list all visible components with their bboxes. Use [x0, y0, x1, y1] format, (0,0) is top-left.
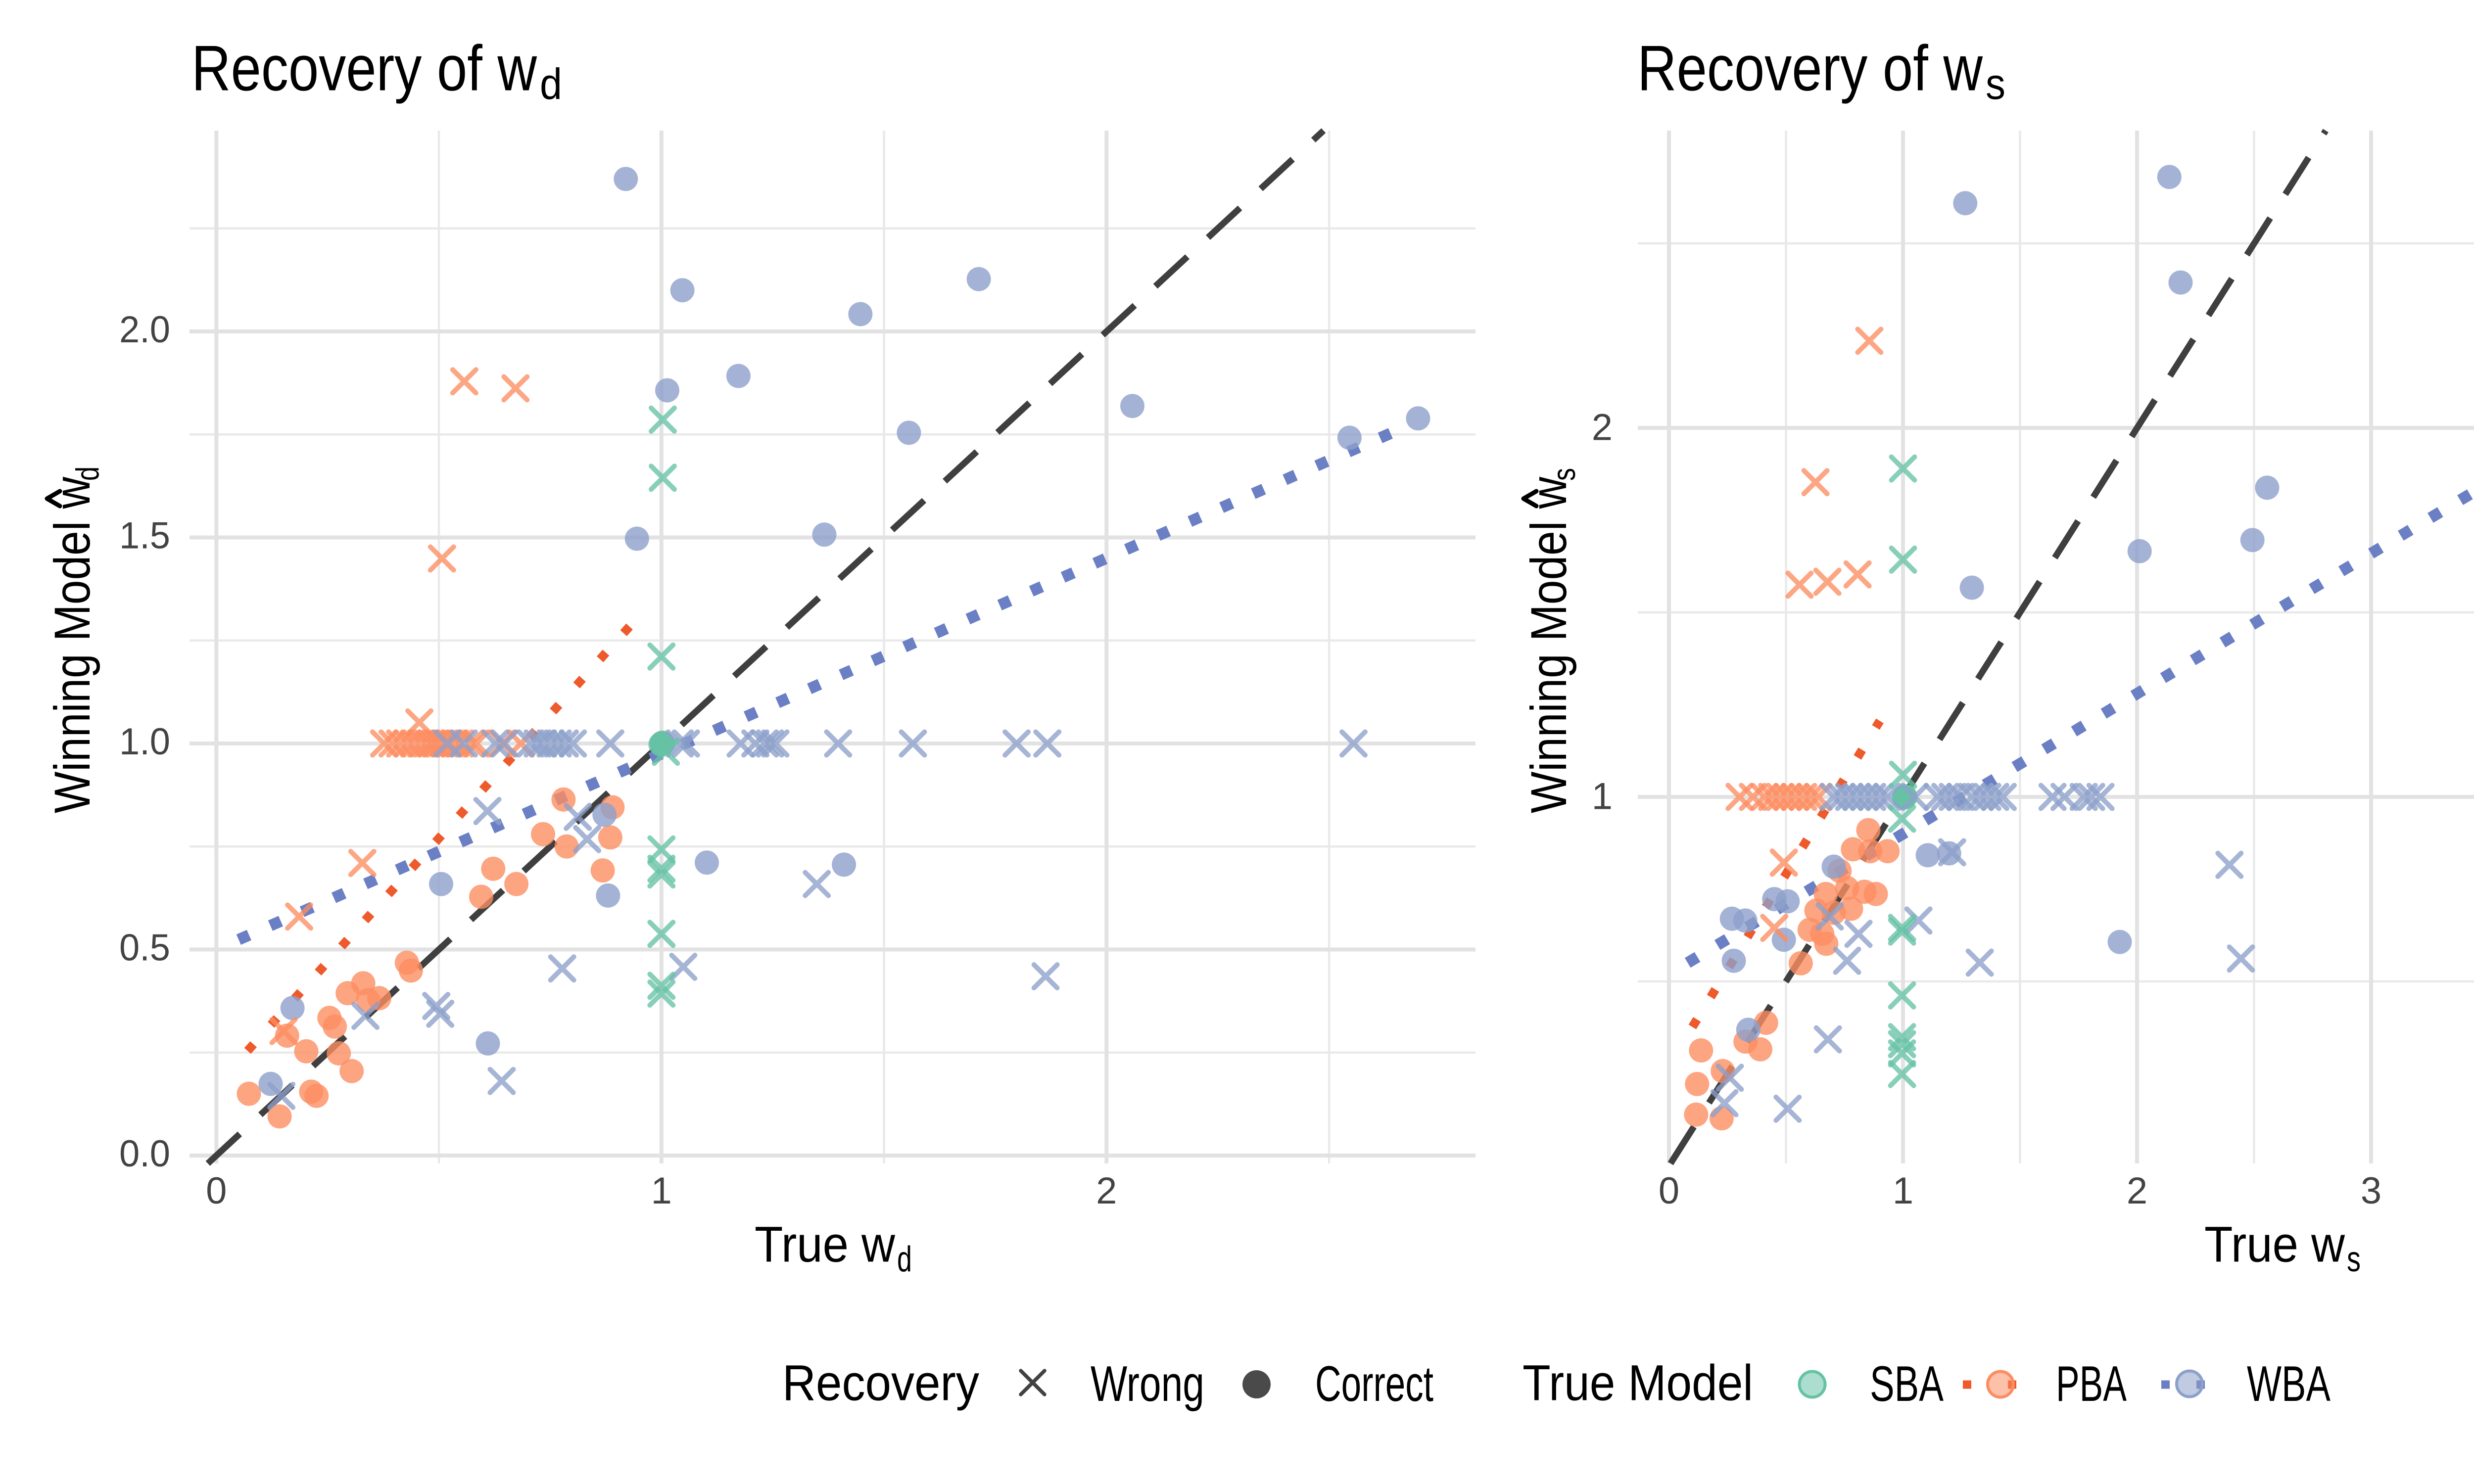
svg-text:0: 0 [1659, 1170, 1679, 1212]
svg-text:0: 0 [206, 1170, 227, 1212]
svg-text:s: s [1546, 468, 1582, 481]
svg-text:d: d [69, 466, 105, 481]
svg-text:Recovery of w: Recovery of w [1637, 32, 1983, 104]
svg-text:Wrong: Wrong [1091, 1356, 1204, 1412]
svg-text:Winning Model w: Winning Model w [44, 477, 100, 813]
svg-text:2.0: 2.0 [119, 309, 170, 351]
svg-text:Recovery: Recovery [782, 1355, 979, 1411]
svg-text:0.0: 0.0 [119, 1133, 170, 1175]
svg-text:3: 3 [2361, 1170, 2381, 1212]
svg-text:Winning Model w: Winning Model w [1521, 477, 1577, 813]
svg-text:1: 1 [1893, 1170, 1913, 1212]
svg-text:d: d [897, 1240, 912, 1279]
svg-text:PBA: PBA [2056, 1356, 2127, 1412]
svg-text:d: d [540, 59, 562, 108]
svg-text:True w: True w [755, 1216, 895, 1273]
svg-text:1.5: 1.5 [119, 515, 170, 557]
svg-text:2: 2 [2127, 1170, 2147, 1212]
svg-text:Correct: Correct [1315, 1356, 1433, 1412]
svg-text:1: 1 [1592, 776, 1613, 818]
svg-text:SBA: SBA [1870, 1356, 1944, 1412]
svg-text:Recovery of w: Recovery of w [191, 32, 537, 104]
svg-text:1.0: 1.0 [119, 721, 170, 763]
svg-text:1: 1 [651, 1170, 672, 1212]
svg-text:2: 2 [1096, 1170, 1117, 1212]
svg-text:WBA: WBA [2247, 1356, 2331, 1412]
svg-text:2: 2 [1592, 407, 1613, 449]
svg-text:s: s [2347, 1240, 2361, 1279]
svg-text:True w: True w [2204, 1216, 2345, 1273]
svg-text:True Model: True Model [1522, 1355, 1753, 1411]
svg-text:s: s [1986, 59, 2005, 108]
svg-text:0.5: 0.5 [119, 927, 170, 969]
